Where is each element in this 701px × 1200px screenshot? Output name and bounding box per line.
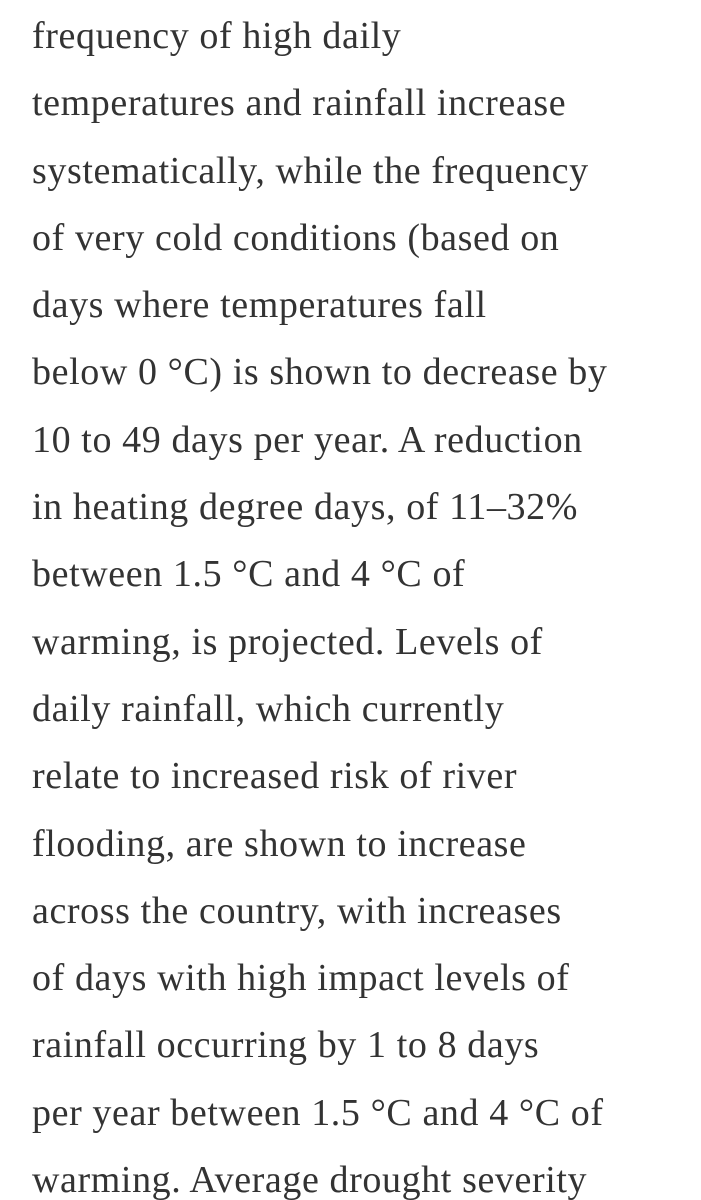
text-line: of days with high impact levels of	[32, 957, 570, 1000]
text-line: in heating degree days, of 11–32%	[32, 486, 579, 529]
text-line: warming, is projected. Levels of	[32, 620, 543, 663]
text-line: daily rainfall, which currently	[32, 687, 505, 730]
text-line: frequency of high daily	[32, 15, 402, 57]
text-line: 10 to 49 days per year. A reduction	[32, 418, 583, 461]
text-line: of very cold conditions (based on	[32, 216, 560, 259]
text-line: relate to increased risk of river	[32, 755, 518, 798]
text-line: between 1.5 °C and 4 °C of	[32, 553, 466, 596]
paragraph: frequency of high daily temperatures and …	[32, 3, 701, 1200]
text-line: flooding, are shown to increase	[32, 822, 527, 865]
text-line: temperatures and rainfall increase	[32, 82, 567, 125]
text-line: per year between 1.5 °C and 4 °C of	[32, 1091, 604, 1134]
text-line: rainfall occurring by 1 to 8 days	[32, 1024, 540, 1067]
text-line: across the country, with increases	[32, 889, 562, 932]
text-line: systematically, while the frequency	[32, 149, 589, 192]
text-line: warming. Average drought severity	[32, 1159, 588, 1200]
text-line: below 0 °C) is shown to decrease by	[32, 351, 608, 394]
text-line: days where temperatures fall	[32, 284, 487, 327]
